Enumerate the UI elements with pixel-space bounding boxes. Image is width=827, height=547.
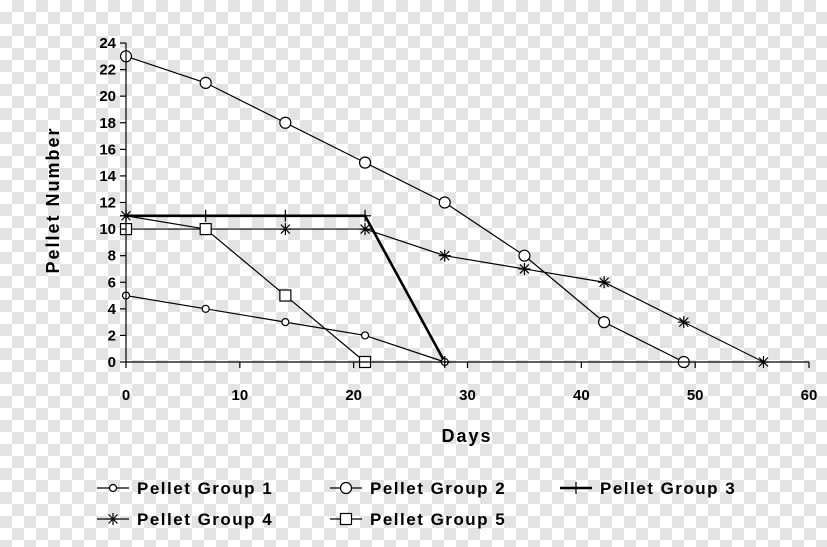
data-point-group-4 xyxy=(677,316,690,329)
data-point-group-4 xyxy=(438,249,451,262)
axes: Days Pellet Number 024681012141618202224… xyxy=(43,35,817,446)
data-point-group-4 xyxy=(279,223,292,236)
data-point-group-5 xyxy=(279,289,292,302)
legend-label: Pellet Group 5 xyxy=(370,510,506,529)
data-point-group-2 xyxy=(358,156,372,169)
y-tick-label: 24 xyxy=(99,35,116,52)
data-point-group-5 xyxy=(199,222,212,236)
series-line-group-2 xyxy=(125,55,685,363)
legend: Pellet Group 1 Pellet Group 2 Pellet Group… xyxy=(97,479,736,529)
legend-item-group-3: Pellet Group 3 xyxy=(560,479,736,498)
data-point-group-3 xyxy=(359,209,372,222)
y-tick-label: 2 xyxy=(108,327,116,344)
y-tick-label: 12 xyxy=(99,195,116,212)
legend-item-group-2: Pellet Group 2 xyxy=(330,479,506,498)
y-tick-label: 14 xyxy=(99,168,116,185)
data-point-group-4 xyxy=(598,276,611,289)
data-point-group-2 xyxy=(199,76,212,89)
y-tick-label: 20 xyxy=(99,88,116,105)
legend-marker xyxy=(339,512,353,526)
x-tick-label: 40 xyxy=(573,387,590,404)
data-point-group-4 xyxy=(359,223,372,236)
data-point-group-1 xyxy=(360,331,370,340)
legend-label: Pellet Group 3 xyxy=(600,479,736,498)
data-point-group-3 xyxy=(199,209,212,222)
data-point-group-2 xyxy=(438,196,451,209)
x-tick-label: 10 xyxy=(231,387,248,404)
y-tick-label: 22 xyxy=(99,62,116,79)
legend-label: Pellet Group 1 xyxy=(137,479,273,498)
series-line-group-1 xyxy=(125,294,445,363)
data-point-group-3 xyxy=(279,209,292,222)
legend-marker xyxy=(339,481,353,495)
x-tick-label: 20 xyxy=(345,387,362,404)
series-line-group-4 xyxy=(125,215,764,363)
plot-area xyxy=(119,50,770,369)
y-tick-label: 0 xyxy=(108,354,116,371)
data-point-group-1 xyxy=(201,304,210,313)
legend-item-group-4: Pellet Group 4 xyxy=(97,510,273,529)
data-point-group-2 xyxy=(279,116,292,129)
x-tick-label: 60 xyxy=(801,387,818,404)
y-tick-label: 18 xyxy=(99,115,116,132)
legend-item-group-1: Pellet Group 1 xyxy=(97,479,273,498)
legend-label: Pellet Group 4 xyxy=(137,510,273,529)
legend-marker xyxy=(108,483,118,493)
x-axis-title: Days xyxy=(441,426,492,446)
y-tick-label: 16 xyxy=(99,141,116,158)
legend-item-group-5: Pellet Group 5 xyxy=(330,510,506,529)
x-tick-label: 30 xyxy=(459,387,476,404)
series-line-group-5 xyxy=(126,228,366,363)
y-axis-title: Pellet Number xyxy=(43,126,63,273)
x-tick-label: 50 xyxy=(687,387,704,404)
legend-marker xyxy=(570,482,582,494)
y-tick-label: 8 xyxy=(108,248,116,265)
data-point-group-1 xyxy=(281,318,290,327)
data-point-group-2 xyxy=(597,316,611,329)
legend-marker xyxy=(107,513,119,525)
y-tick-label: 4 xyxy=(108,301,117,318)
y-tick-label: 10 xyxy=(99,221,116,238)
series-line-group-3 xyxy=(126,214,446,363)
x-tick-label: 0 xyxy=(122,387,130,404)
legend-label: Pellet Group 2 xyxy=(370,479,506,498)
data-point-group-2 xyxy=(518,249,531,262)
data-point-group-4 xyxy=(518,262,531,275)
y-tick-label: 6 xyxy=(108,274,116,291)
